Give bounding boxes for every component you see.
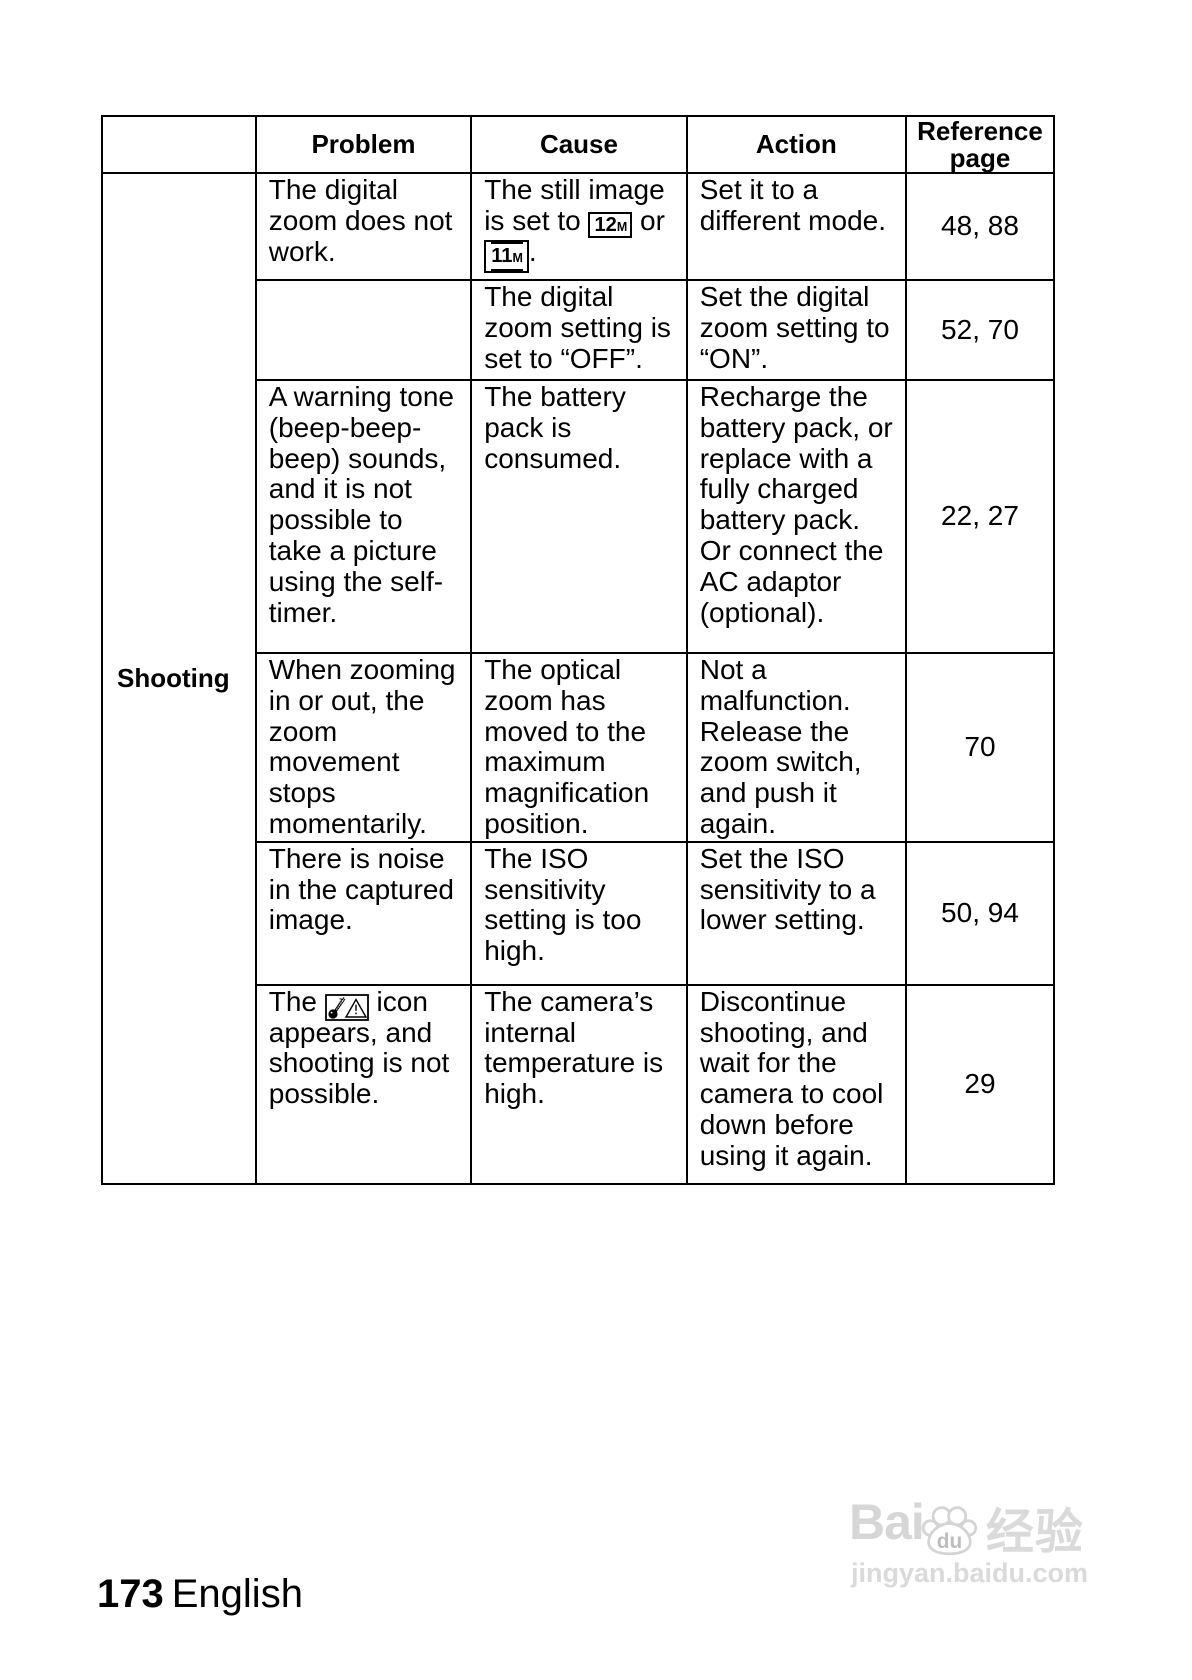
svg-text:du: du: [937, 1530, 962, 1553]
